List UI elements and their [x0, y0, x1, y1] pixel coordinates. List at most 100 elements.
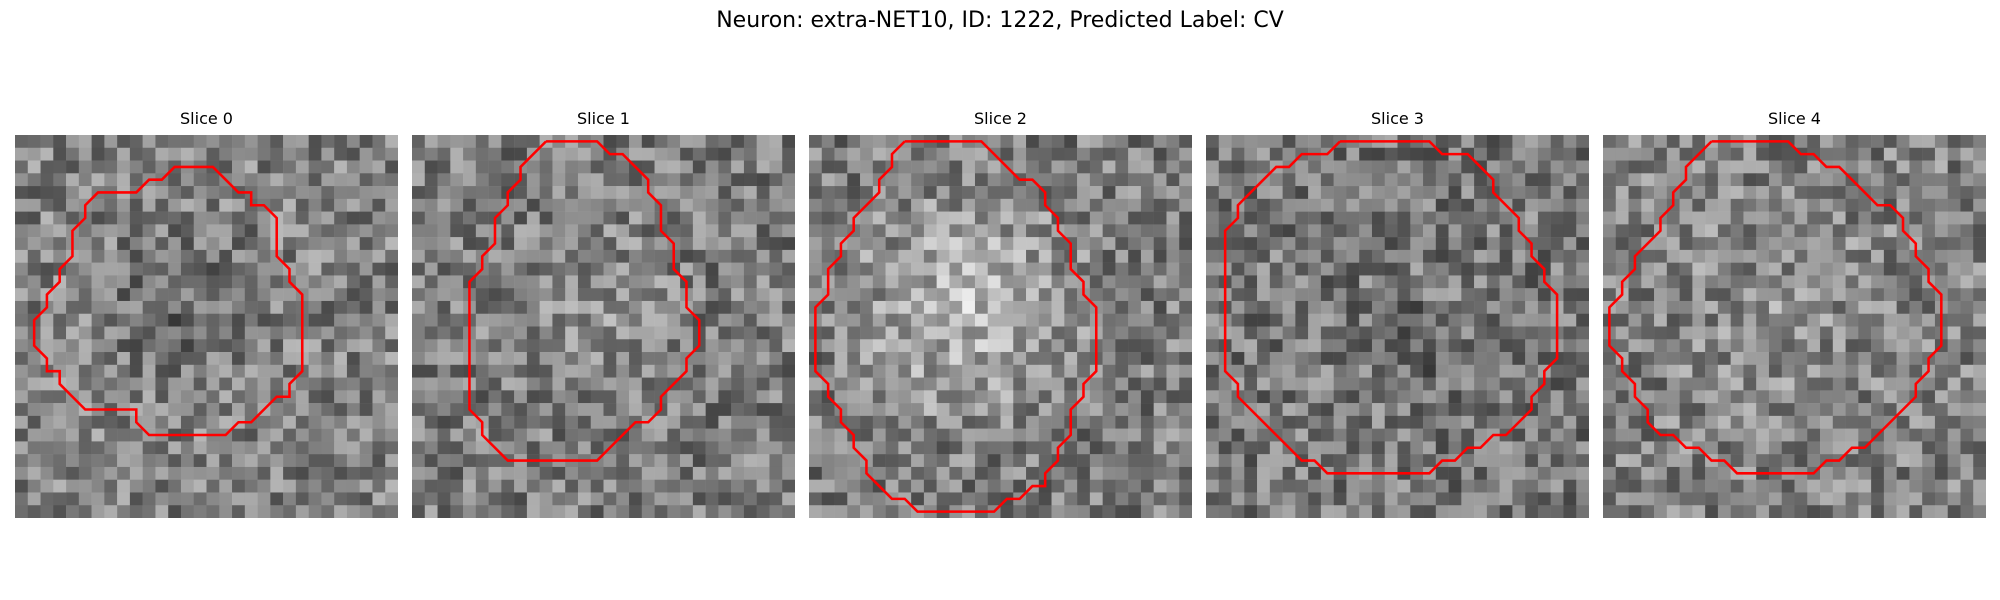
pixel [705, 339, 719, 353]
pixel [475, 160, 489, 174]
pixel [1679, 211, 1693, 225]
pixel [1807, 352, 1821, 366]
pixel [1051, 160, 1065, 174]
pixel [731, 428, 745, 442]
pixel [680, 186, 694, 200]
pixel [821, 313, 835, 327]
pixel [1026, 237, 1040, 251]
pixel [1371, 403, 1385, 417]
pixel [1922, 339, 1936, 353]
pixel [53, 415, 67, 429]
pixel [603, 313, 617, 327]
pixel [1525, 377, 1539, 391]
pixel [424, 173, 438, 187]
pixel [769, 339, 783, 353]
pixel [1000, 441, 1014, 455]
pixel [590, 441, 604, 455]
pixel [321, 237, 335, 251]
pixel [565, 390, 579, 404]
pixel [539, 224, 553, 238]
pixel [1512, 479, 1526, 493]
pixel [847, 466, 861, 480]
pixel [769, 224, 783, 238]
pixel [1525, 479, 1539, 493]
pixel [872, 428, 886, 442]
pixel [180, 313, 194, 327]
pixel [346, 313, 360, 327]
pixel [321, 428, 335, 442]
pixel [1448, 300, 1462, 314]
pixel [949, 173, 963, 187]
pixel [295, 403, 309, 417]
pixel [385, 275, 398, 289]
pixel [1435, 403, 1449, 417]
pixel [359, 237, 373, 251]
pixel [603, 211, 617, 225]
pixel [1832, 390, 1846, 404]
pixel [1756, 288, 1770, 302]
pixel [27, 390, 41, 404]
pixel [1845, 377, 1859, 391]
pixel [809, 377, 823, 391]
pixel [334, 237, 348, 251]
pixel [974, 288, 988, 302]
pixel [1346, 211, 1360, 225]
pixel [782, 403, 795, 417]
pixel [1089, 237, 1103, 251]
pixel [962, 237, 976, 251]
pixel [936, 364, 950, 378]
pixel [412, 377, 426, 391]
pixel [117, 198, 131, 212]
pixel [962, 186, 976, 200]
pixel [718, 173, 732, 187]
pixel [911, 339, 925, 353]
pixel [1537, 326, 1551, 340]
pixel [168, 403, 182, 417]
pixel [1922, 505, 1936, 518]
pixel [1346, 186, 1360, 200]
pixel [1435, 326, 1449, 340]
pixel [565, 466, 579, 480]
pixel [1934, 173, 1948, 187]
pixel [155, 339, 169, 353]
pixel [1128, 377, 1142, 391]
pixel [1960, 173, 1974, 187]
pixel [603, 492, 617, 506]
pixel [1641, 377, 1655, 391]
pixel [1397, 364, 1411, 378]
pixel [1423, 160, 1437, 174]
pixel [1486, 275, 1500, 289]
pixel [1384, 224, 1398, 238]
pixel [1423, 364, 1437, 378]
pixel [1166, 479, 1180, 493]
pixel [1000, 300, 1014, 314]
pixel [1115, 198, 1129, 212]
pixel [514, 288, 528, 302]
pixel [244, 249, 258, 263]
pixel [911, 479, 925, 493]
pixel [756, 160, 770, 174]
pixel [412, 454, 426, 468]
pixel [1794, 415, 1808, 429]
pixel [872, 454, 886, 468]
pixel [1435, 377, 1449, 391]
pixel [911, 313, 925, 327]
pixel [756, 454, 770, 468]
pixel [104, 224, 118, 238]
pixel [1346, 454, 1360, 468]
pixel [270, 428, 284, 442]
pixel [1371, 186, 1385, 200]
pixel [603, 466, 617, 480]
pixel [1000, 275, 1014, 289]
pixel [782, 364, 795, 378]
pixel [1206, 160, 1220, 174]
pixel [155, 288, 169, 302]
pixel [450, 160, 464, 174]
pixel [437, 300, 451, 314]
pixel [142, 237, 156, 251]
pixel [1654, 160, 1668, 174]
pixel [962, 198, 976, 212]
pixel [1179, 352, 1192, 366]
pixel [1499, 224, 1513, 238]
pixel [705, 441, 719, 455]
